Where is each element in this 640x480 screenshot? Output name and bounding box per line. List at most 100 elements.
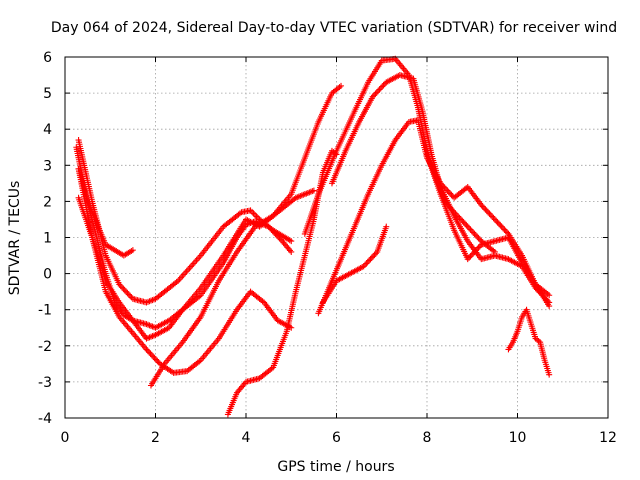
data-point (546, 292, 553, 299)
data-point (464, 256, 471, 263)
series-track-5 (75, 165, 295, 376)
data-point (445, 189, 452, 196)
data-point (288, 238, 295, 245)
x-tick-label: 6 (332, 430, 341, 446)
data-point (495, 220, 502, 227)
data-point (148, 352, 155, 359)
data-point (117, 282, 124, 289)
x-tick-label: 10 (509, 430, 527, 446)
grid (65, 57, 608, 418)
data-point (119, 284, 126, 291)
data-point (478, 202, 485, 209)
data-point (120, 285, 127, 292)
data-point (377, 85, 384, 92)
data-point (288, 248, 295, 255)
data-point (272, 230, 279, 237)
data-point (252, 211, 259, 218)
data-point (447, 190, 454, 197)
data-point (253, 213, 260, 220)
y-tick-label: 6 (43, 50, 52, 66)
data-point (154, 357, 161, 364)
data-point (275, 233, 282, 240)
data-point (116, 281, 123, 288)
data-point (498, 223, 505, 230)
data-point (372, 250, 379, 257)
data-point (467, 253, 474, 260)
data-point (360, 263, 367, 270)
series-track-6 (147, 82, 345, 389)
data-point (363, 260, 370, 267)
data-point (364, 259, 371, 266)
data-point (147, 350, 154, 357)
y-tick-label: 0 (43, 267, 52, 283)
data-point (129, 247, 136, 254)
data-point (466, 225, 473, 232)
data-point (463, 222, 470, 229)
data-point (367, 256, 374, 263)
data-point (372, 90, 379, 97)
data-point (444, 187, 451, 194)
data-point (440, 183, 447, 190)
data-point (493, 217, 500, 224)
plot-frame (64, 56, 609, 419)
data-point (470, 229, 477, 236)
data-point (247, 207, 254, 214)
data-point (487, 212, 494, 219)
data-point (269, 228, 276, 235)
data-point (373, 89, 380, 96)
data-point (375, 87, 382, 94)
data-point (471, 230, 478, 237)
data-point (310, 187, 317, 194)
data-point (265, 223, 272, 230)
y-tick-label: -4 (38, 411, 52, 427)
data-point (383, 223, 390, 230)
data-point (271, 229, 278, 236)
data-point (443, 186, 450, 193)
data-point (362, 261, 369, 268)
data-point (504, 229, 511, 236)
y-tick-label: 1 (43, 231, 52, 247)
data-point (483, 207, 490, 214)
data-point (472, 232, 479, 239)
data-point (121, 287, 128, 294)
data-point (151, 355, 158, 362)
data-point (491, 216, 498, 223)
y-tick-label: -1 (38, 303, 52, 319)
data-point (462, 220, 469, 227)
y-tick-label: 4 (43, 122, 52, 138)
data-point (276, 235, 283, 242)
data-point (368, 254, 375, 261)
chart-title: Day 064 of 2024, Sidereal Day-to-day VTE… (51, 20, 617, 36)
data-point (288, 324, 295, 331)
y-axis-label: SDTVAR / TECUs (7, 181, 23, 296)
data-point (466, 254, 473, 261)
y-tick-label: 3 (43, 158, 52, 174)
data-point (125, 291, 132, 298)
data-point (143, 346, 150, 353)
y-tick-label: 5 (43, 86, 52, 102)
data-point (441, 184, 448, 191)
data-point (494, 219, 501, 226)
data-point (479, 203, 486, 210)
series-track-13 (505, 306, 553, 378)
data-point (380, 82, 387, 89)
y-tick-label: -3 (38, 375, 52, 391)
data-point (497, 222, 504, 229)
data-point (379, 83, 386, 90)
series-track-2 (75, 137, 295, 306)
data-point (376, 86, 383, 93)
data-point (249, 208, 256, 215)
data-point (502, 228, 509, 235)
data-point (366, 257, 373, 264)
data-point (152, 356, 159, 363)
data-point (468, 251, 475, 258)
data-point (474, 233, 481, 240)
data-point (124, 290, 131, 297)
data-point (338, 82, 345, 89)
data-point (470, 250, 477, 257)
data-point (369, 93, 376, 100)
data-marks (73, 55, 553, 418)
data-point (471, 248, 478, 255)
data-point (474, 246, 481, 253)
